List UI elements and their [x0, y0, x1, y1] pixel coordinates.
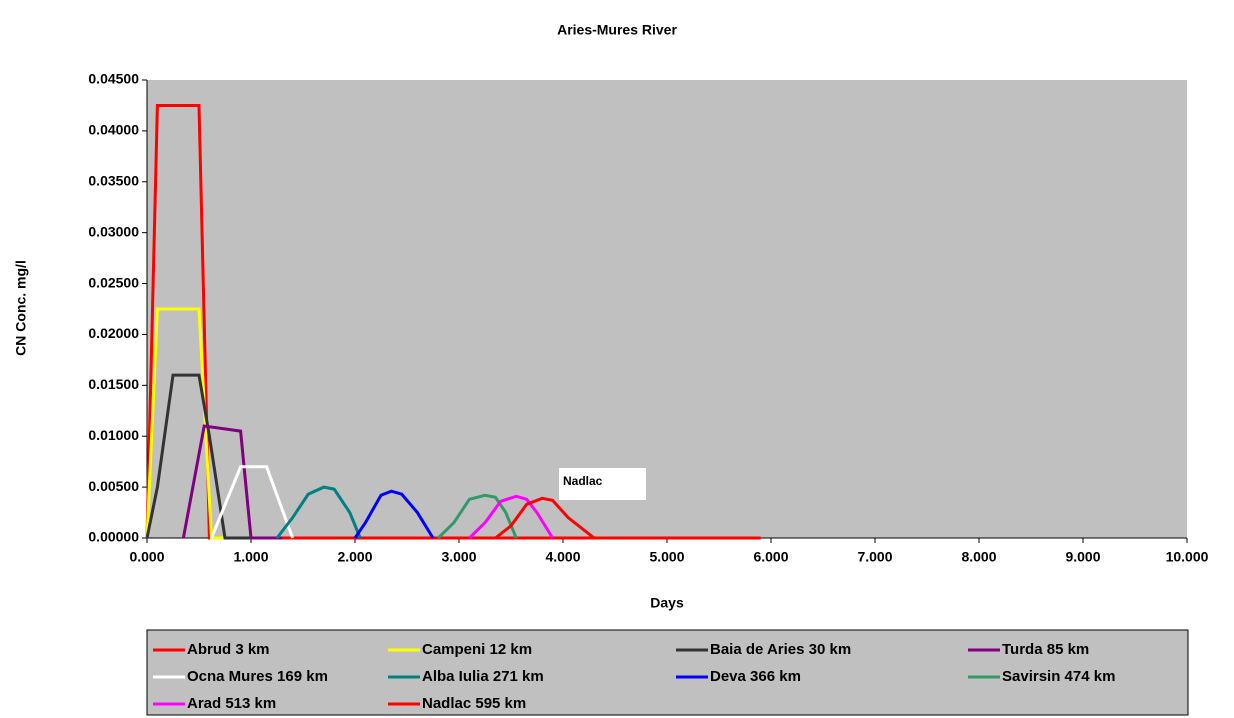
y-tick-label: 0.03500	[88, 172, 139, 188]
series-line	[181, 424, 283, 540]
x-tick-label: 1.000	[233, 549, 268, 565]
x-tick-label: 2.000	[337, 549, 372, 565]
y-tick-label: 0.03000	[88, 223, 139, 239]
series-line	[275, 485, 362, 539]
legend-label: Deva 366 km	[710, 668, 801, 685]
y-axis-label: CN Conc. mg/l	[13, 260, 29, 356]
y-tick-label: 0.02500	[88, 274, 139, 290]
legend-label: Turda 85 km	[1002, 641, 1089, 658]
annotation-box	[559, 468, 646, 501]
x-tick-label: 4.000	[545, 549, 580, 565]
legend-label: Campeni 12 km	[422, 641, 532, 658]
x-tick-label: 3.000	[441, 549, 476, 565]
x-axis-label: Days	[650, 595, 684, 611]
series-line	[145, 373, 251, 540]
legend-label: Savirsin 474 km	[1002, 668, 1115, 685]
series-line	[437, 493, 518, 540]
y-tick-label: 0.00000	[88, 529, 139, 545]
x-tick-label: 5.000	[649, 549, 684, 565]
legend-label: Baia de Aries 30 km	[710, 641, 851, 658]
x-tick-label: 6.000	[753, 549, 788, 565]
y-tick-label: 0.01000	[88, 427, 139, 443]
chart-title: Aries-Mures River	[557, 22, 677, 38]
x-tick-label: 8.000	[961, 549, 996, 565]
y-tick-label: 0.00500	[88, 478, 139, 494]
legend-label: Arad 513 km	[187, 695, 276, 712]
series-line	[353, 489, 435, 539]
y-tick-label: 0.04500	[88, 71, 139, 87]
series-line	[210, 465, 295, 539]
legend	[146, 629, 1189, 716]
y-tick-label: 0.04000	[88, 122, 139, 138]
series-line	[468, 494, 554, 540]
annotation: Nadlac	[563, 474, 603, 488]
series-line	[145, 103, 761, 540]
x-tick-label: 7.000	[857, 549, 892, 565]
legend-label: Nadlac 595 km	[422, 695, 526, 712]
x-tick-label: 0.000	[129, 549, 164, 565]
x-tick-label: 10.000	[1166, 549, 1209, 565]
legend-label: Ocna Mures 169 km	[187, 668, 328, 685]
series-line	[494, 496, 761, 540]
legend-label: Alba Iulia 271 km	[422, 668, 544, 685]
plot-area	[147, 80, 1187, 538]
legend-label: Abrud 3 km	[187, 641, 270, 658]
y-tick-label: 0.02000	[88, 325, 139, 341]
y-tick-label: 0.01500	[88, 376, 139, 392]
x-tick-label: 9.000	[1065, 549, 1100, 565]
